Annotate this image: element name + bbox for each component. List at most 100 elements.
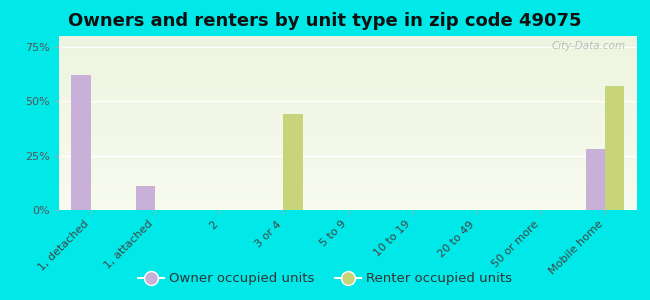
Bar	[605, 86, 624, 210]
Bar	[58, 99, 637, 100]
Bar	[58, 52, 637, 53]
Bar	[58, 85, 637, 86]
Bar	[58, 172, 637, 173]
Bar	[58, 191, 637, 193]
Bar	[58, 200, 637, 201]
Bar	[58, 142, 637, 144]
Bar	[58, 55, 637, 57]
Bar	[58, 175, 637, 177]
Bar	[58, 119, 637, 121]
Bar	[58, 69, 637, 71]
Bar	[58, 111, 637, 112]
Bar	[58, 165, 637, 167]
Bar	[58, 203, 637, 205]
Bar	[58, 134, 637, 135]
Bar	[58, 93, 637, 95]
Bar	[58, 179, 637, 180]
Bar	[58, 146, 637, 147]
Bar	[58, 132, 637, 134]
Bar	[58, 144, 637, 146]
Bar	[58, 36, 637, 38]
Bar	[58, 40, 637, 41]
Bar	[58, 194, 637, 196]
Bar	[58, 158, 637, 160]
Bar	[58, 206, 637, 208]
Bar	[58, 116, 637, 118]
Legend: Owner occupied units, Renter occupied units: Owner occupied units, Renter occupied un…	[133, 267, 517, 290]
Bar	[58, 107, 637, 109]
Bar	[58, 180, 637, 182]
Bar	[58, 109, 637, 111]
Bar	[58, 123, 637, 125]
Bar	[58, 45, 637, 46]
Bar	[58, 118, 637, 119]
Bar	[58, 78, 637, 80]
Bar	[58, 154, 637, 156]
Bar	[58, 135, 637, 137]
Bar	[58, 193, 637, 194]
Bar	[58, 83, 637, 85]
Bar	[58, 80, 637, 81]
Bar	[58, 66, 637, 67]
Bar	[58, 125, 637, 127]
Bar	[58, 140, 637, 142]
Bar	[58, 106, 637, 107]
Bar	[58, 128, 637, 130]
Bar	[58, 161, 637, 163]
Bar	[58, 38, 637, 40]
Bar	[58, 100, 637, 102]
Text: City-Data.com: City-Data.com	[551, 41, 625, 51]
Bar	[58, 74, 637, 76]
Bar	[58, 127, 637, 128]
Bar	[58, 88, 637, 90]
Bar	[58, 156, 637, 158]
Bar	[58, 173, 637, 175]
Bar	[58, 58, 637, 60]
Bar	[58, 114, 637, 116]
Bar	[58, 149, 637, 151]
Bar	[58, 97, 637, 99]
Bar	[58, 186, 637, 188]
Bar	[58, 151, 637, 153]
Bar	[58, 139, 637, 140]
Bar	[58, 57, 637, 58]
Bar	[72, 75, 90, 210]
Bar	[58, 95, 637, 97]
Bar	[58, 189, 637, 191]
Bar	[58, 168, 637, 170]
Bar	[58, 71, 637, 73]
Bar	[58, 48, 637, 50]
Bar	[58, 170, 637, 172]
Bar	[58, 60, 637, 62]
Bar	[58, 46, 637, 48]
Bar	[136, 186, 155, 210]
Bar	[58, 81, 637, 83]
Bar	[58, 76, 637, 78]
Bar	[58, 67, 637, 69]
Bar	[58, 73, 637, 74]
Bar	[58, 163, 637, 165]
Bar	[58, 41, 637, 43]
Text: Owners and renters by unit type in zip code 49075: Owners and renters by unit type in zip c…	[68, 12, 582, 30]
Bar	[58, 196, 637, 198]
Bar	[58, 167, 637, 168]
Bar	[58, 121, 637, 123]
Bar	[58, 43, 637, 45]
Bar	[58, 198, 637, 200]
Bar	[58, 53, 637, 55]
Bar	[58, 205, 637, 206]
Bar	[58, 102, 637, 104]
Bar	[58, 153, 637, 154]
Bar	[58, 104, 637, 106]
Bar	[586, 149, 605, 210]
Bar	[58, 64, 637, 66]
Bar	[58, 177, 637, 179]
Bar	[58, 147, 637, 149]
Bar	[58, 208, 637, 210]
Bar	[58, 188, 637, 189]
Bar	[58, 86, 637, 88]
Bar	[58, 50, 637, 52]
Bar	[58, 112, 637, 114]
Bar	[58, 130, 637, 132]
Bar	[58, 182, 637, 184]
